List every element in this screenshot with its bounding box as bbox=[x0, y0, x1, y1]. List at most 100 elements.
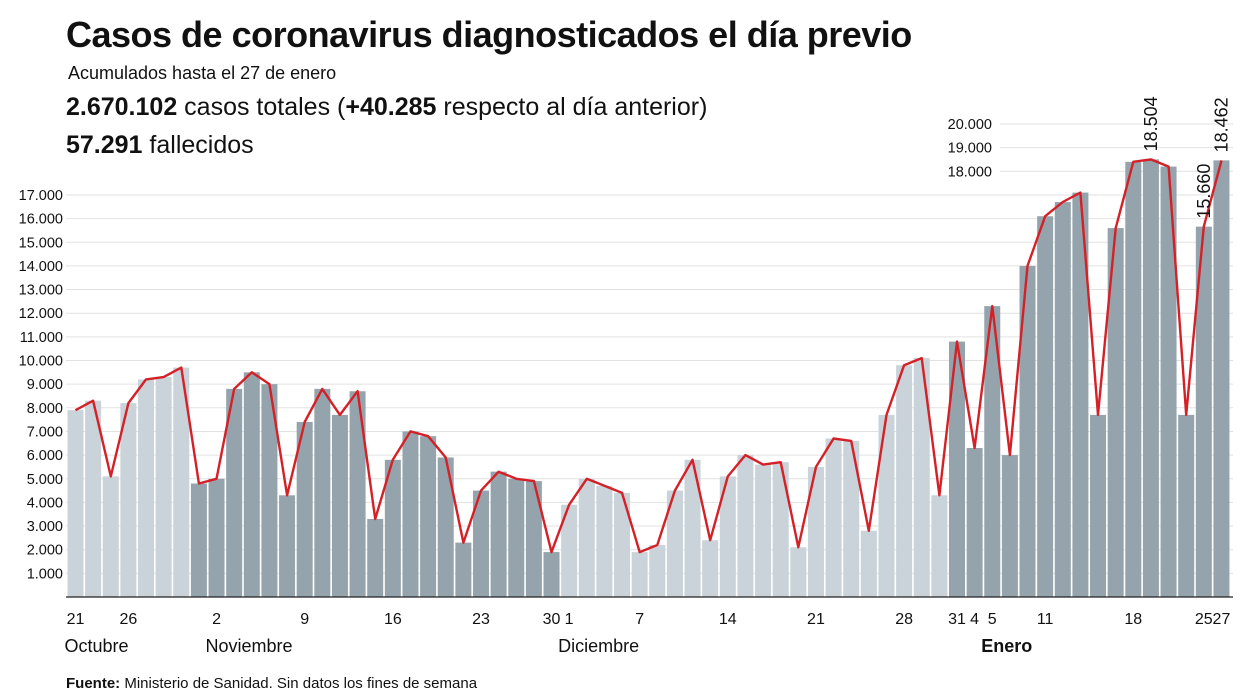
x-tick-label: 27 bbox=[1213, 611, 1231, 628]
y-tick-label: 1.000 bbox=[27, 566, 63, 582]
bar bbox=[138, 379, 155, 597]
bar bbox=[702, 540, 719, 597]
y-tick-label: 5.000 bbox=[27, 472, 63, 488]
bar bbox=[261, 384, 278, 597]
y-tick-label: 15.000 bbox=[19, 235, 63, 251]
bar bbox=[596, 485, 613, 597]
bar bbox=[243, 372, 260, 597]
source-note: Fuente: Ministerio de Sanidad. Sin datos… bbox=[66, 675, 477, 692]
total-cases-value: 2.670.102 bbox=[66, 93, 178, 121]
x-tick-label: 23 bbox=[472, 611, 490, 628]
y-tick-label: 14.000 bbox=[19, 259, 63, 275]
deaths-line: 57.291 fallecidos bbox=[66, 131, 254, 160]
bar bbox=[85, 400, 102, 597]
bar bbox=[684, 459, 701, 597]
bar bbox=[173, 367, 190, 597]
y-tick-label: 18.000 bbox=[948, 164, 992, 180]
bar bbox=[420, 436, 437, 597]
x-tick-label: 28 bbox=[895, 611, 913, 628]
y-tick-label: 20.000 bbox=[948, 117, 992, 133]
daily-delta-value: +40.285 bbox=[345, 93, 437, 121]
bar bbox=[1037, 216, 1054, 598]
bar bbox=[208, 478, 225, 597]
y-tick-label: 11.000 bbox=[20, 330, 63, 346]
bar bbox=[790, 547, 807, 597]
x-tick-label: 30 bbox=[543, 611, 561, 628]
x-tick-label: 31 bbox=[948, 611, 966, 628]
bar bbox=[1178, 414, 1195, 597]
y-tick-label: 8.000 bbox=[27, 401, 63, 417]
x-tick-label: 7 bbox=[635, 611, 644, 628]
daily-delta-text: respecto al día anterior) bbox=[436, 93, 708, 121]
bar bbox=[772, 462, 789, 597]
bar bbox=[1213, 160, 1230, 597]
bars bbox=[67, 159, 1230, 598]
y-tick-label: 13.000 bbox=[19, 283, 63, 299]
bar bbox=[631, 552, 648, 597]
cases-line bbox=[74, 158, 1223, 554]
month-label: Enero bbox=[981, 636, 1032, 656]
bar bbox=[1072, 192, 1089, 597]
x-tick-label: 21 bbox=[67, 611, 85, 628]
bar bbox=[120, 403, 137, 597]
bar bbox=[561, 504, 578, 597]
bar bbox=[984, 306, 1001, 597]
x-tick-label: 2 bbox=[212, 611, 221, 628]
x-axis-labels: 21 26 2 9 16 23 30 1 7 14 21 28 31 4 5 11 18 25 27 Octubre N… bbox=[65, 611, 1231, 656]
bar bbox=[878, 414, 895, 597]
bar bbox=[913, 358, 930, 597]
y-tick-label: 4.000 bbox=[27, 495, 63, 511]
bar bbox=[1001, 455, 1018, 597]
bar bbox=[614, 492, 631, 597]
bar bbox=[67, 410, 84, 597]
total-cases-text: casos totales ( bbox=[177, 93, 346, 121]
x-tick-label: 21 bbox=[807, 611, 825, 628]
source-text: Ministerio de Sanidad. Sin datos los fin… bbox=[120, 675, 478, 692]
bar bbox=[649, 544, 666, 597]
bar bbox=[349, 391, 366, 597]
month-label: Noviembre bbox=[206, 636, 293, 656]
deaths-value: 57.291 bbox=[66, 131, 143, 159]
y-axis-labels: 1.000 2.000 3.000 4.000 5.000 6.000 7.000 8.000… bbox=[19, 117, 992, 582]
bar bbox=[543, 552, 560, 597]
bar bbox=[1107, 228, 1124, 597]
bar bbox=[367, 518, 384, 597]
bar bbox=[437, 457, 454, 597]
bar bbox=[755, 464, 772, 597]
bar bbox=[719, 476, 736, 597]
bar bbox=[226, 388, 243, 597]
y-tick-label: 17.000 bbox=[19, 188, 63, 204]
bar bbox=[525, 481, 542, 597]
bar bbox=[1195, 226, 1212, 598]
x-tick-label: 9 bbox=[300, 611, 309, 628]
bar bbox=[825, 438, 842, 597]
x-tick-label: 4 bbox=[970, 611, 979, 628]
bar bbox=[1054, 202, 1071, 598]
y-tick-label: 16.000 bbox=[19, 212, 63, 228]
bar bbox=[490, 471, 507, 597]
bar bbox=[1142, 159, 1159, 597]
bar bbox=[279, 495, 296, 597]
y-tick-label: 9.000 bbox=[27, 377, 63, 393]
bar bbox=[508, 478, 525, 597]
bar bbox=[666, 490, 683, 597]
x-tick-label: 18 bbox=[1124, 611, 1142, 628]
trend-line bbox=[74, 158, 1223, 554]
y-tick-label: 10.000 bbox=[19, 354, 63, 370]
y-tick-label: 12.000 bbox=[19, 306, 63, 322]
month-label: Diciembre bbox=[558, 636, 639, 656]
bar bbox=[402, 431, 419, 597]
x-tick-label: 1 bbox=[565, 611, 574, 628]
y-tick-label: 6.000 bbox=[27, 448, 63, 464]
x-tick-label: 25 bbox=[1195, 611, 1213, 628]
bar bbox=[966, 448, 983, 597]
x-tick-label: 11 bbox=[1037, 611, 1054, 628]
bar bbox=[949, 341, 965, 597]
total-cases-line: 2.670.102 casos totales (+40.285 respect… bbox=[66, 93, 707, 122]
bar bbox=[455, 542, 472, 597]
x-tick-label: 16 bbox=[384, 611, 402, 628]
page-title: Casos de coronavirus diagnosticados el d… bbox=[66, 14, 912, 55]
data-label: 15.660 bbox=[1194, 164, 1214, 219]
y-tick-label: 2.000 bbox=[27, 543, 63, 559]
